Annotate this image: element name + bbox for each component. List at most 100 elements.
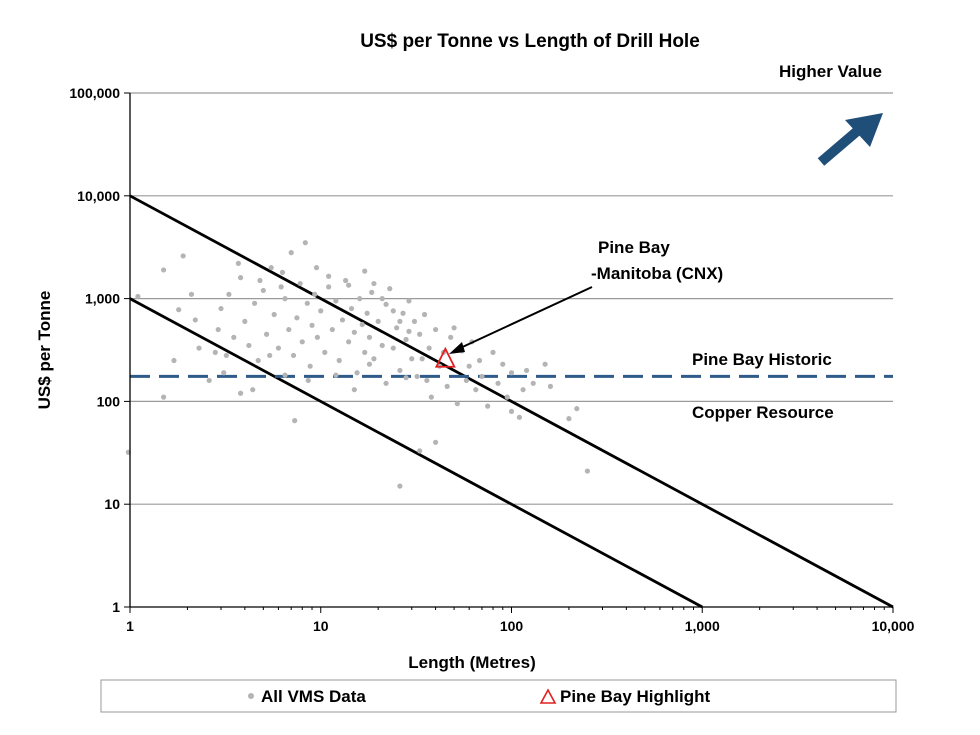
x-tick-label: 1 (126, 618, 134, 634)
data-point (366, 361, 373, 367)
x-tick-label: 100 (500, 618, 524, 634)
data-point (359, 321, 365, 328)
data-point (530, 380, 536, 386)
data-point (354, 370, 360, 376)
data-point (223, 352, 229, 359)
data-point (397, 483, 403, 489)
data-point (414, 373, 420, 380)
data-point (424, 377, 430, 384)
data-point (520, 387, 526, 393)
data-point (160, 394, 167, 400)
data-point (286, 326, 292, 333)
data-point (348, 305, 355, 312)
y-tick-label: 10,000 (77, 188, 120, 204)
data-point (307, 363, 313, 369)
data-point (504, 394, 510, 400)
data-point (282, 296, 288, 302)
data-point (176, 307, 182, 313)
data-point (255, 357, 261, 364)
data-point (326, 284, 332, 290)
data-point (508, 370, 515, 376)
annotation-pine-bay-line2: -Manitoba (CNX) (591, 264, 723, 283)
data-point (379, 342, 385, 349)
data-point (406, 298, 412, 304)
data-point (292, 418, 298, 424)
legend-label-pine-bay: Pine Bay Highlight (560, 687, 711, 706)
data-point (397, 367, 403, 374)
data-point (288, 250, 294, 256)
data-point (366, 334, 373, 340)
data-point (263, 331, 270, 337)
data-point (339, 317, 346, 323)
data-point (371, 280, 377, 287)
data-point (403, 375, 409, 381)
data-point (304, 300, 310, 306)
data-point (343, 277, 349, 284)
data-point (375, 318, 381, 325)
data-point (237, 390, 244, 396)
annotation-pointer-arrowhead (449, 342, 465, 354)
data-point (221, 370, 227, 376)
data-point (383, 380, 389, 386)
data-point-triangle (434, 346, 456, 368)
data-point (448, 334, 454, 340)
data-point (476, 357, 483, 364)
data-point (246, 342, 252, 349)
data-point (314, 334, 320, 340)
data-point (364, 310, 370, 316)
data-point (444, 383, 450, 389)
data-point (371, 356, 377, 362)
data-points (125, 240, 591, 489)
annotation-historic-line1: Pine Bay Historic (692, 350, 832, 369)
data-point (135, 293, 141, 300)
data-point (192, 317, 198, 323)
data-point (302, 240, 308, 246)
data-point (297, 280, 303, 287)
x-tick-label: 1,000 (685, 618, 720, 634)
data-point (252, 300, 258, 306)
reference-diagonal-line (129, 297, 703, 609)
data-point (584, 468, 591, 474)
data-point (282, 372, 288, 378)
data-point (180, 253, 186, 259)
data-point (419, 356, 425, 362)
data-point (417, 331, 423, 337)
data-point (390, 345, 396, 351)
data-point (242, 318, 248, 325)
y-axis-label: US$ per Tonne (35, 291, 54, 410)
data-point (490, 349, 496, 355)
data-point (188, 291, 195, 297)
x-axis-label: Length (Metres) (408, 653, 536, 672)
y-tick-label: 1,000 (85, 291, 120, 307)
y-tick-label: 100,000 (69, 85, 120, 101)
data-point (309, 322, 315, 328)
annotation-pointer-arrow (455, 286, 593, 351)
data-point (403, 336, 409, 343)
data-point (235, 260, 241, 266)
data-point (524, 367, 530, 374)
data-point (318, 308, 324, 314)
data-point (454, 401, 460, 407)
data-point (231, 334, 237, 340)
y-tick-label: 1 (112, 599, 120, 615)
plot-background (130, 93, 893, 607)
data-point (406, 328, 412, 334)
data-point (387, 286, 393, 292)
data-point (322, 349, 328, 355)
chart-title: US$ per Tonne vs Length of Drill Hole (360, 31, 700, 52)
data-point (351, 329, 357, 335)
data-point (160, 267, 167, 273)
y-axis-ticks: 1 10 100 1,000 10,000 100,000 (69, 85, 130, 615)
data-point (500, 361, 506, 367)
data-point (212, 349, 218, 355)
data-point (479, 373, 485, 380)
data-point (218, 305, 224, 312)
data-point (346, 339, 352, 345)
data-point (432, 326, 439, 333)
data-point (495, 380, 501, 386)
data-point (362, 349, 368, 355)
data-point (196, 345, 202, 351)
data-point (299, 339, 305, 345)
data-point (426, 345, 432, 351)
data-point (432, 439, 439, 445)
